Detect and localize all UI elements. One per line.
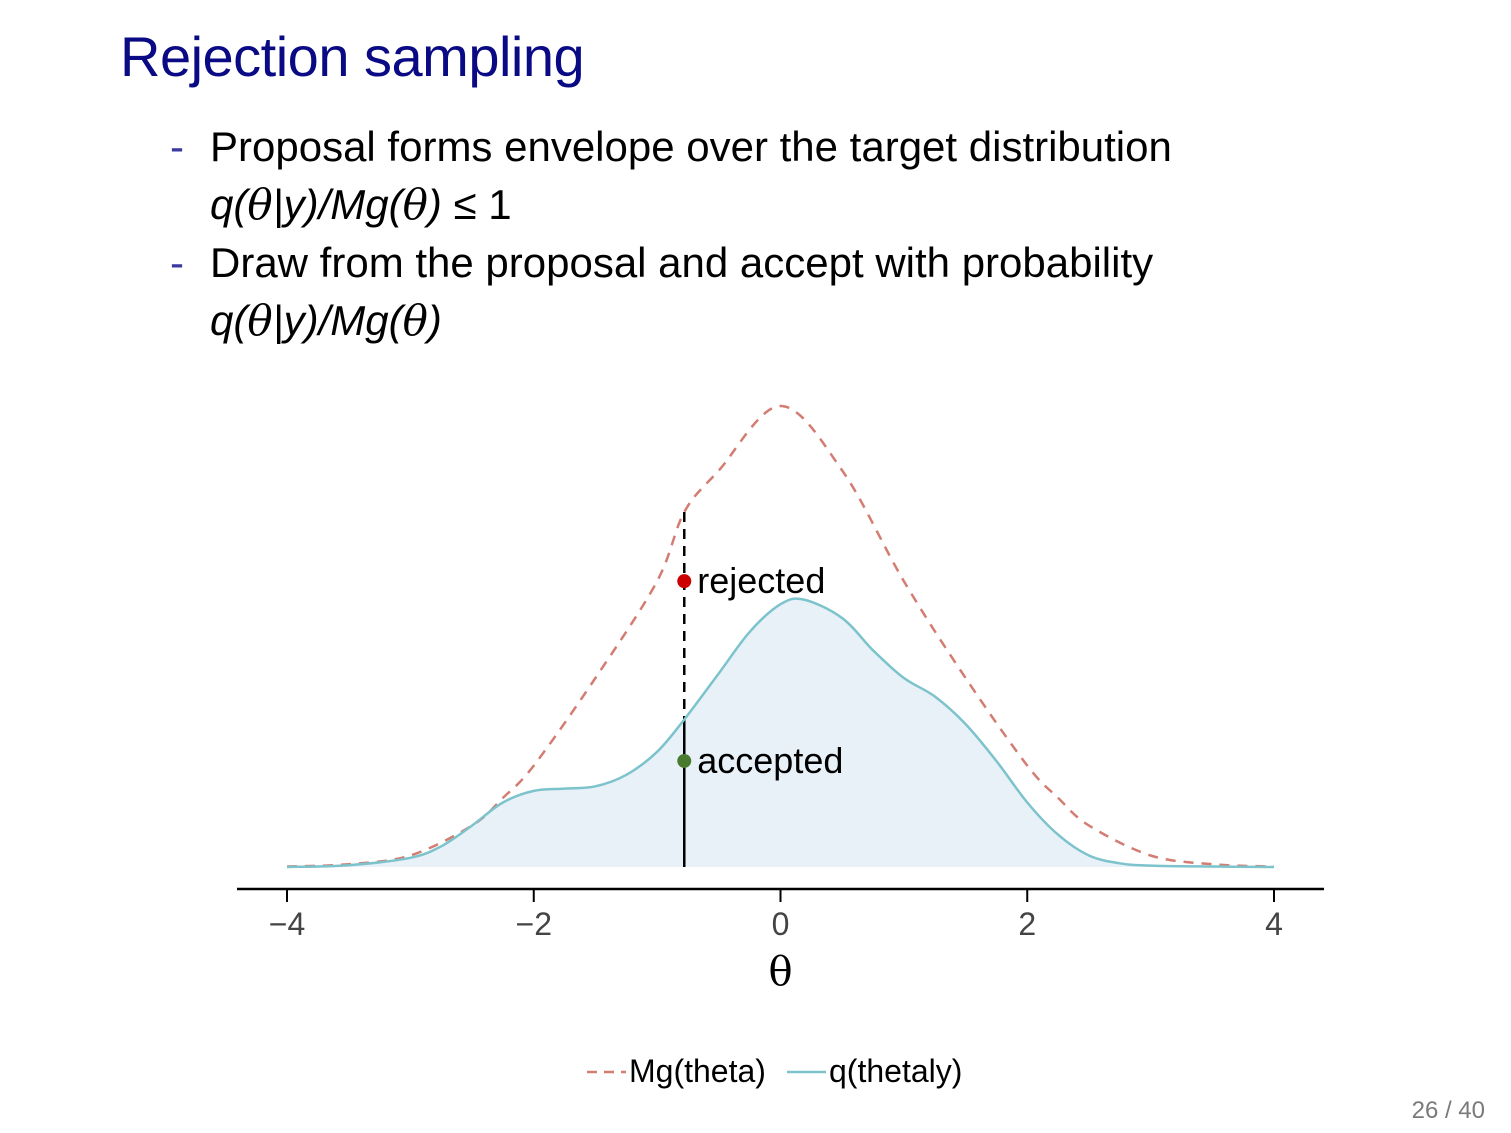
x-tick-label: 4 xyxy=(1265,906,1283,942)
accepted-point xyxy=(677,753,692,768)
envelope-curve xyxy=(286,404,1275,868)
x-tick-label: −4 xyxy=(269,906,305,942)
bullet-item-1: - Proposal forms envelope over the targe… xyxy=(170,118,1172,234)
bullet-item-2: - Draw from the proposal and accept with… xyxy=(170,234,1172,350)
bullet-formula: q(θ|y)/Mg(θ) ≤ 1 xyxy=(210,180,512,229)
x-tick-label: 0 xyxy=(772,906,790,942)
bullet-formula: q(θ|y)/Mg(θ) xyxy=(210,296,442,345)
bullet-marker: - xyxy=(170,239,184,286)
x-tick-label: −2 xyxy=(516,906,552,942)
bullet-text: Proposal forms envelope over the target … xyxy=(210,123,1172,170)
page-number: 26 / 40 xyxy=(1411,1097,1485,1124)
target-area xyxy=(287,598,1274,867)
bullet-marker: - xyxy=(170,123,184,170)
legend-envelope-label: Mg(theta) xyxy=(629,1053,766,1089)
slide-title: Rejection sampling xyxy=(120,25,585,88)
bullet-text: Draw from the proposal and accept with p… xyxy=(210,239,1154,286)
accepted-label: accepted xyxy=(697,740,843,781)
rejection-sampling-chart: rejected accepted −4 −2 0 2 4 θ Mg(theta) q(theta… xyxy=(237,404,1324,1089)
bullet-list: - Proposal forms envelope over the targe… xyxy=(170,118,1172,350)
rejected-point xyxy=(677,574,692,589)
rejected-label: rejected xyxy=(697,560,825,601)
legend-target-label: q(thetaly) xyxy=(829,1053,962,1089)
target-curve xyxy=(286,597,1275,869)
x-tick-label: 2 xyxy=(1018,906,1036,942)
x-axis-label: θ xyxy=(768,949,792,995)
